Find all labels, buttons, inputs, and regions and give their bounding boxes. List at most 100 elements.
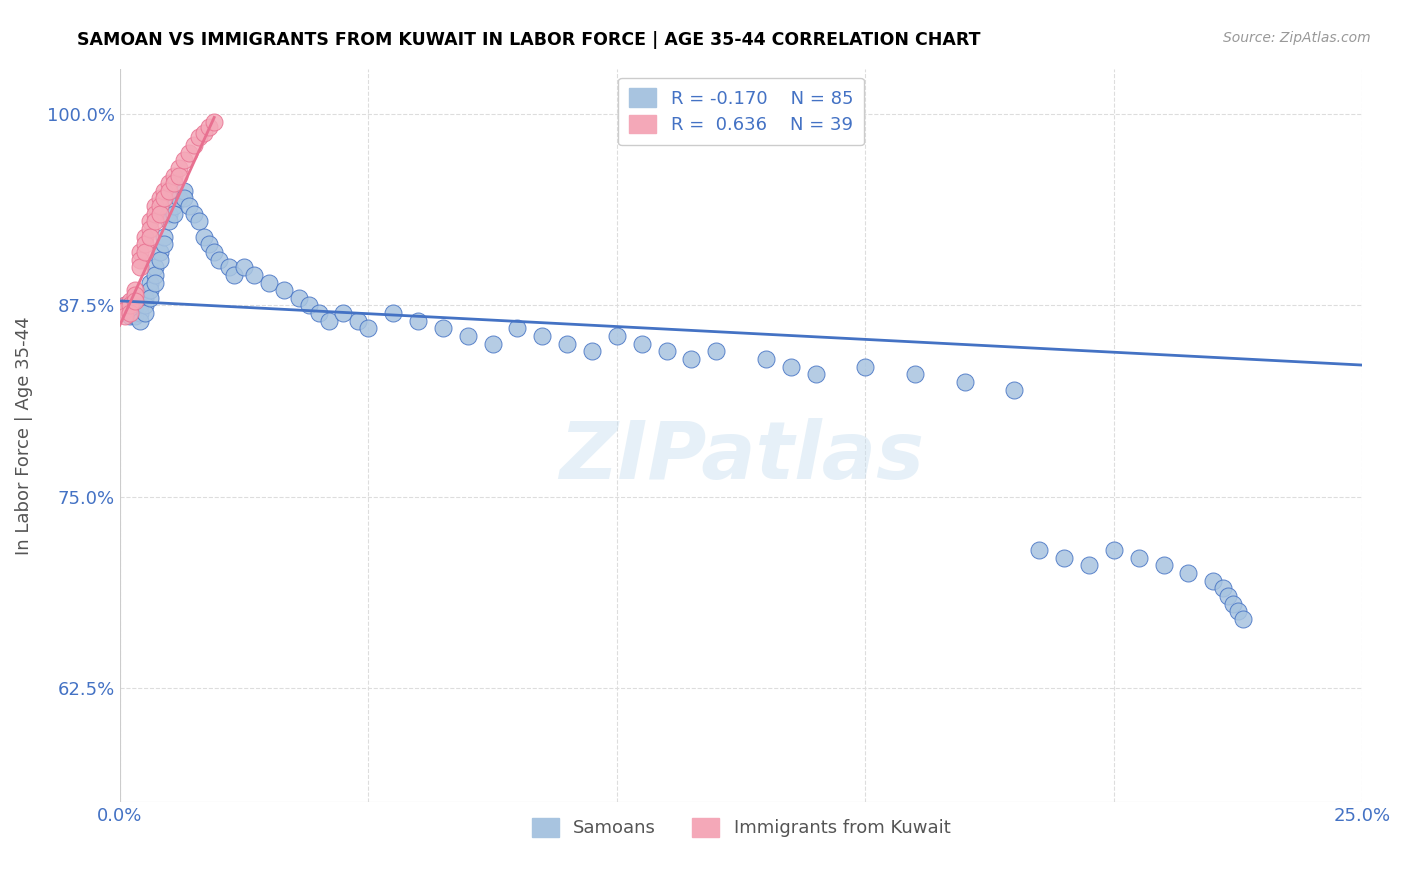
Point bbox=[143, 199, 166, 213]
Point bbox=[188, 214, 211, 228]
Point bbox=[202, 244, 225, 259]
Point bbox=[143, 207, 166, 221]
Point bbox=[606, 329, 628, 343]
Point bbox=[124, 309, 146, 323]
Point bbox=[138, 222, 160, 236]
Point bbox=[148, 199, 170, 213]
Point bbox=[134, 244, 156, 259]
Point bbox=[357, 321, 380, 335]
Point bbox=[257, 276, 280, 290]
Point bbox=[1202, 574, 1225, 588]
Point bbox=[1232, 612, 1254, 626]
Point bbox=[457, 329, 479, 343]
Point bbox=[114, 298, 136, 312]
Point bbox=[655, 344, 678, 359]
Point bbox=[124, 303, 146, 318]
Point bbox=[134, 306, 156, 320]
Y-axis label: In Labor Force | Age 35-44: In Labor Force | Age 35-44 bbox=[15, 316, 32, 555]
Point bbox=[1218, 589, 1240, 603]
Point bbox=[173, 184, 195, 198]
Point bbox=[218, 260, 240, 275]
Point bbox=[118, 306, 141, 320]
Point bbox=[382, 306, 405, 320]
Point bbox=[134, 229, 156, 244]
Point bbox=[555, 336, 578, 351]
Point bbox=[124, 283, 146, 297]
Point bbox=[148, 191, 170, 205]
Point bbox=[581, 344, 603, 359]
Point bbox=[148, 244, 170, 259]
Point bbox=[138, 283, 160, 297]
Point bbox=[347, 314, 370, 328]
Point bbox=[287, 291, 309, 305]
Point bbox=[114, 303, 136, 318]
Point bbox=[163, 169, 186, 183]
Point bbox=[138, 229, 160, 244]
Point bbox=[143, 276, 166, 290]
Point bbox=[169, 169, 191, 183]
Point bbox=[298, 298, 321, 312]
Point bbox=[318, 314, 340, 328]
Point bbox=[134, 298, 156, 312]
Point bbox=[153, 237, 176, 252]
Point bbox=[273, 283, 295, 297]
Point bbox=[332, 306, 354, 320]
Point bbox=[173, 153, 195, 168]
Point bbox=[148, 252, 170, 267]
Point bbox=[124, 293, 146, 308]
Point bbox=[163, 176, 186, 190]
Point bbox=[124, 298, 146, 312]
Point bbox=[630, 336, 652, 351]
Point bbox=[159, 207, 181, 221]
Point bbox=[1078, 558, 1101, 573]
Point bbox=[153, 191, 176, 205]
Point bbox=[138, 276, 160, 290]
Point bbox=[128, 314, 150, 328]
Point bbox=[1028, 543, 1050, 558]
Point bbox=[163, 199, 186, 213]
Point bbox=[183, 207, 205, 221]
Point bbox=[143, 260, 166, 275]
Point bbox=[118, 306, 141, 320]
Point bbox=[1004, 383, 1026, 397]
Point bbox=[114, 303, 136, 318]
Point bbox=[188, 130, 211, 145]
Point bbox=[704, 344, 727, 359]
Point bbox=[124, 287, 146, 301]
Point bbox=[134, 237, 156, 252]
Point bbox=[481, 336, 503, 351]
Point bbox=[159, 214, 181, 228]
Point bbox=[953, 375, 976, 389]
Text: ZIPatlas: ZIPatlas bbox=[558, 418, 924, 497]
Point bbox=[169, 161, 191, 175]
Point bbox=[114, 298, 136, 312]
Point bbox=[804, 368, 827, 382]
Point bbox=[128, 244, 150, 259]
Point bbox=[531, 329, 554, 343]
Point bbox=[233, 260, 256, 275]
Point bbox=[179, 145, 201, 160]
Point bbox=[143, 268, 166, 282]
Point bbox=[681, 351, 703, 366]
Point bbox=[755, 351, 778, 366]
Point bbox=[208, 252, 231, 267]
Legend: Samoans, Immigrants from Kuwait: Samoans, Immigrants from Kuwait bbox=[524, 811, 957, 845]
Point bbox=[153, 229, 176, 244]
Point bbox=[128, 252, 150, 267]
Point bbox=[148, 207, 170, 221]
Point bbox=[118, 298, 141, 312]
Point bbox=[1222, 597, 1244, 611]
Point bbox=[114, 309, 136, 323]
Text: Source: ZipAtlas.com: Source: ZipAtlas.com bbox=[1223, 31, 1371, 45]
Point bbox=[159, 176, 181, 190]
Point bbox=[128, 260, 150, 275]
Point bbox=[1153, 558, 1175, 573]
Point bbox=[138, 214, 160, 228]
Point bbox=[1212, 581, 1234, 595]
Point bbox=[183, 138, 205, 153]
Point bbox=[506, 321, 529, 335]
Point bbox=[128, 298, 150, 312]
Point bbox=[1053, 550, 1076, 565]
Point bbox=[153, 184, 176, 198]
Point bbox=[1128, 550, 1150, 565]
